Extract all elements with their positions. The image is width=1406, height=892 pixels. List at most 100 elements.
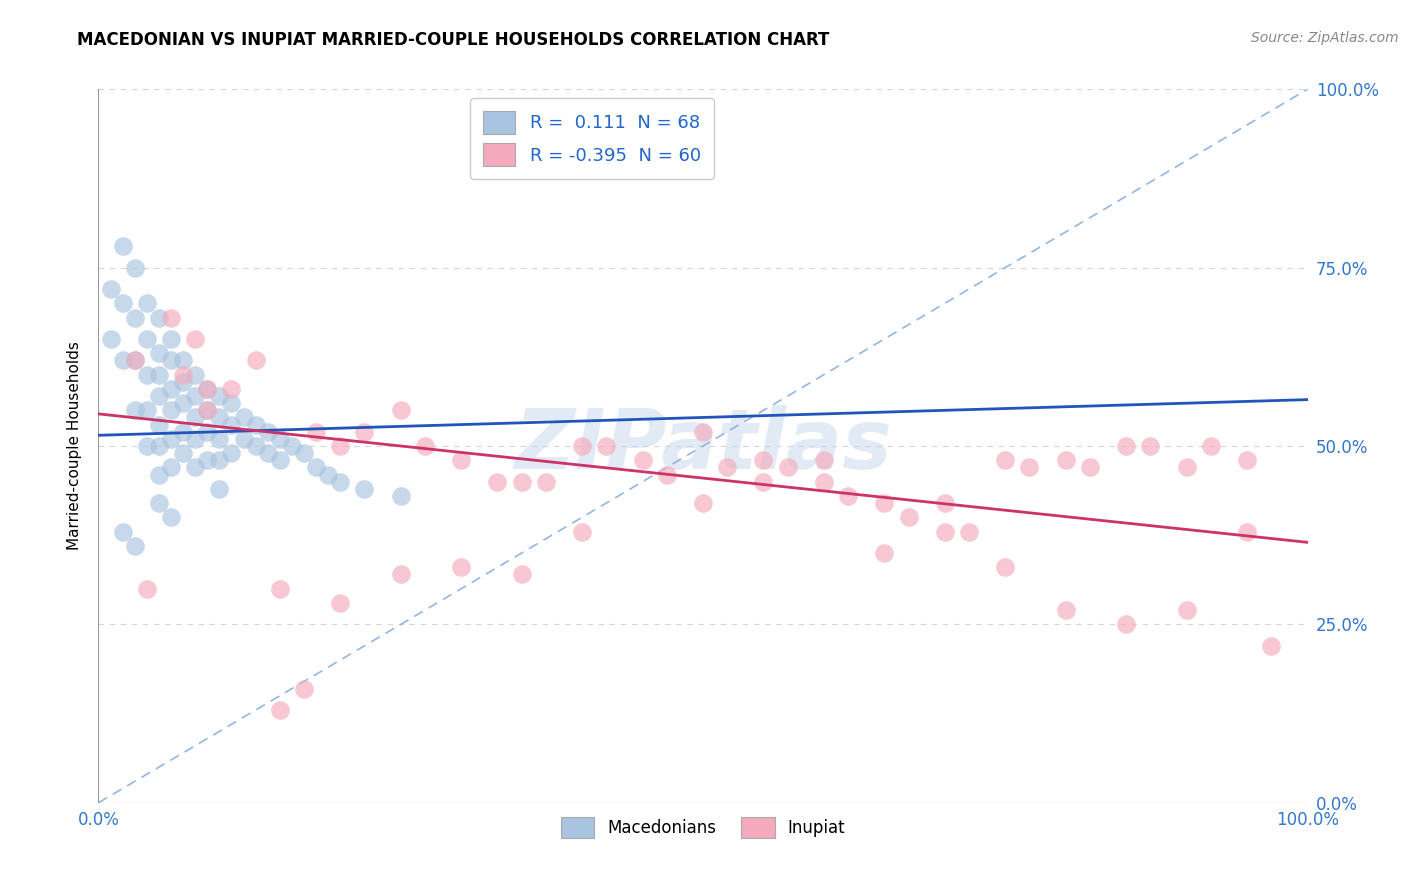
Point <box>208 389 231 403</box>
Point <box>389 489 412 503</box>
Point <box>184 389 207 403</box>
Point <box>100 332 122 346</box>
Point <box>195 425 218 439</box>
Point <box>160 332 183 346</box>
Point <box>1199 439 1222 453</box>
Point <box>692 425 714 439</box>
Point <box>655 467 678 482</box>
Point <box>1078 460 1101 475</box>
Point <box>329 475 352 489</box>
Point <box>184 432 207 446</box>
Point <box>413 439 436 453</box>
Point <box>897 510 920 524</box>
Point <box>221 396 243 410</box>
Point <box>172 353 194 368</box>
Point <box>135 332 157 346</box>
Text: MACEDONIAN VS INUPIAT MARRIED-COUPLE HOUSEHOLDS CORRELATION CHART: MACEDONIAN VS INUPIAT MARRIED-COUPLE HOU… <box>77 31 830 49</box>
Point <box>1054 453 1077 467</box>
Point <box>124 539 146 553</box>
Point <box>172 375 194 389</box>
Point <box>184 368 207 382</box>
Point <box>111 296 134 310</box>
Point <box>269 582 291 596</box>
Point <box>752 453 775 467</box>
Point <box>160 382 183 396</box>
Point <box>124 353 146 368</box>
Point <box>172 446 194 460</box>
Point <box>195 403 218 417</box>
Point <box>389 403 412 417</box>
Point <box>100 282 122 296</box>
Point <box>160 310 183 325</box>
Point <box>232 410 254 425</box>
Point <box>305 460 328 475</box>
Point <box>135 403 157 417</box>
Point <box>329 596 352 610</box>
Point <box>195 453 218 467</box>
Point <box>316 467 339 482</box>
Point <box>534 475 557 489</box>
Point <box>1054 603 1077 617</box>
Point <box>353 425 375 439</box>
Point <box>245 417 267 432</box>
Point <box>184 332 207 346</box>
Point <box>1018 460 1040 475</box>
Point <box>692 496 714 510</box>
Point <box>135 582 157 596</box>
Point <box>1236 524 1258 539</box>
Point <box>221 382 243 396</box>
Point <box>292 681 315 696</box>
Point <box>148 389 170 403</box>
Point <box>510 567 533 582</box>
Point <box>232 432 254 446</box>
Point <box>124 310 146 325</box>
Point <box>1236 453 1258 467</box>
Point <box>329 439 352 453</box>
Point <box>111 239 134 253</box>
Point <box>281 439 304 453</box>
Point <box>934 496 956 510</box>
Point <box>135 296 157 310</box>
Point <box>571 524 593 539</box>
Point <box>389 567 412 582</box>
Point <box>184 460 207 475</box>
Point <box>752 475 775 489</box>
Point <box>716 460 738 475</box>
Point <box>160 510 183 524</box>
Point <box>135 439 157 453</box>
Text: ZIPatlas: ZIPatlas <box>515 406 891 486</box>
Point <box>957 524 980 539</box>
Point <box>510 475 533 489</box>
Point <box>486 475 509 489</box>
Point <box>595 439 617 453</box>
Point <box>148 496 170 510</box>
Point <box>195 382 218 396</box>
Point <box>1115 617 1137 632</box>
Point <box>256 446 278 460</box>
Text: Source: ZipAtlas.com: Source: ZipAtlas.com <box>1251 31 1399 45</box>
Point <box>160 432 183 446</box>
Point <box>124 353 146 368</box>
Point <box>269 453 291 467</box>
Point <box>160 460 183 475</box>
Point <box>221 446 243 460</box>
Point <box>195 382 218 396</box>
Point <box>994 453 1017 467</box>
Point <box>148 467 170 482</box>
Point <box>148 439 170 453</box>
Point <box>208 482 231 496</box>
Point <box>813 475 835 489</box>
Point <box>184 410 207 425</box>
Point <box>1139 439 1161 453</box>
Point <box>837 489 859 503</box>
Point <box>1175 603 1198 617</box>
Point <box>111 353 134 368</box>
Point <box>1115 439 1137 453</box>
Point <box>813 453 835 467</box>
Point <box>208 453 231 467</box>
Point <box>450 453 472 467</box>
Point <box>1260 639 1282 653</box>
Point <box>245 353 267 368</box>
Point <box>269 432 291 446</box>
Point <box>148 346 170 360</box>
